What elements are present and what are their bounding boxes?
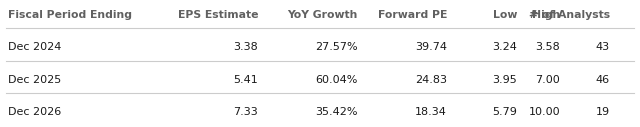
Text: Dec 2024: Dec 2024 <box>8 42 61 52</box>
Text: Low: Low <box>493 10 517 20</box>
Text: YoY Growth: YoY Growth <box>287 10 358 20</box>
Text: 5.41: 5.41 <box>233 75 258 85</box>
Text: High: High <box>532 10 560 20</box>
Text: 7.00: 7.00 <box>535 75 560 85</box>
Text: 19: 19 <box>596 107 610 117</box>
Text: 10.00: 10.00 <box>529 107 560 117</box>
Text: 3.38: 3.38 <box>233 42 258 52</box>
Text: 35.42%: 35.42% <box>316 107 358 117</box>
Text: Fiscal Period Ending: Fiscal Period Ending <box>8 10 132 20</box>
Text: 39.74: 39.74 <box>415 42 447 52</box>
Text: Dec 2025: Dec 2025 <box>8 75 61 85</box>
Text: 5.79: 5.79 <box>492 107 517 117</box>
Text: 3.24: 3.24 <box>492 42 517 52</box>
Text: # of Analysts: # of Analysts <box>529 10 610 20</box>
Text: Dec 2026: Dec 2026 <box>8 107 61 117</box>
Text: 24.83: 24.83 <box>415 75 447 85</box>
Text: Forward PE: Forward PE <box>378 10 447 20</box>
Text: 3.95: 3.95 <box>492 75 517 85</box>
Text: 27.57%: 27.57% <box>316 42 358 52</box>
Text: 3.58: 3.58 <box>535 42 560 52</box>
Text: 18.34: 18.34 <box>415 107 447 117</box>
Text: 7.33: 7.33 <box>233 107 258 117</box>
Text: 46: 46 <box>596 75 610 85</box>
Text: 60.04%: 60.04% <box>316 75 358 85</box>
Text: EPS Estimate: EPS Estimate <box>177 10 258 20</box>
Text: 43: 43 <box>596 42 610 52</box>
